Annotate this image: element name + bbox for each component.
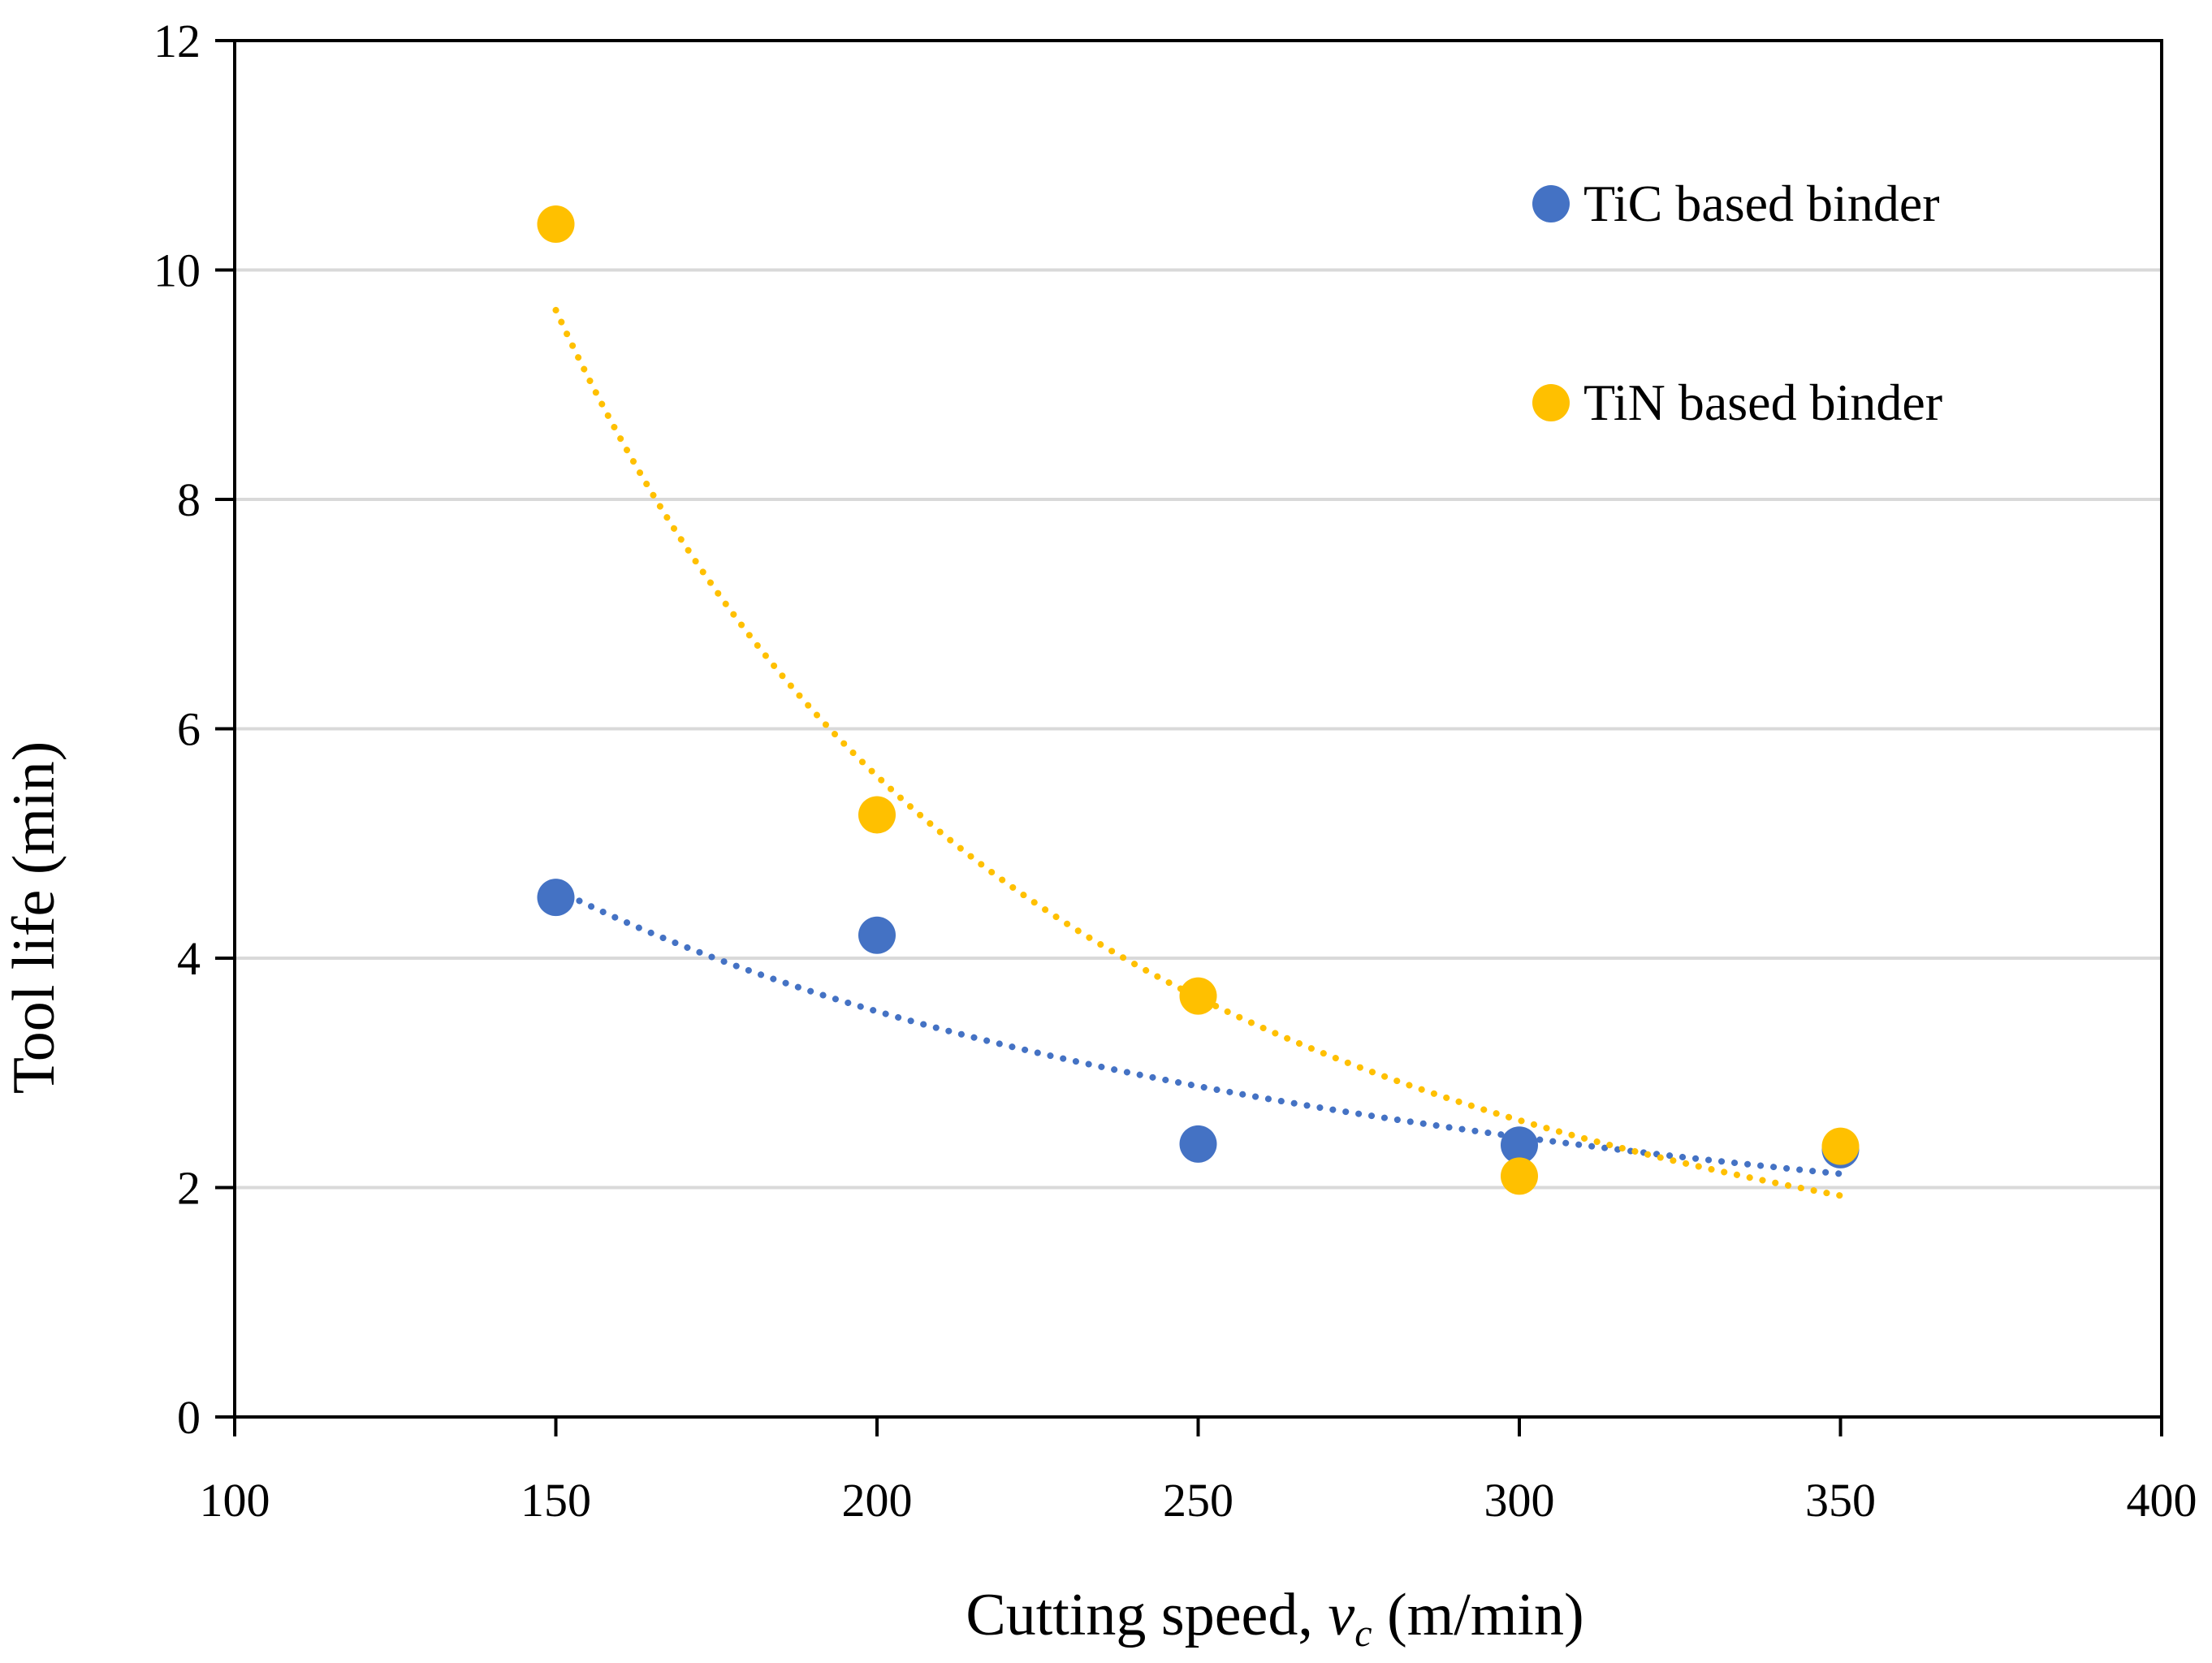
legend-marker-tic xyxy=(1532,185,1570,222)
x-tick-label-400: 400 xyxy=(2127,1474,2197,1527)
y-tick-label-4: 4 xyxy=(177,932,201,985)
x-tick-label-150: 150 xyxy=(521,1474,591,1527)
point-series-1-250 xyxy=(1179,977,1217,1015)
point-series-0-200 xyxy=(858,916,896,954)
y-tick-label-0: 0 xyxy=(177,1391,201,1444)
y-tick-label-12: 12 xyxy=(153,15,201,67)
point-series-0-150 xyxy=(537,879,575,917)
x-axis-title-subscript: c xyxy=(1354,1612,1372,1655)
axes xyxy=(215,39,2163,1436)
point-series-1-300 xyxy=(1501,1157,1538,1195)
x-tick-label-350: 350 xyxy=(1805,1474,1876,1527)
legend-label-tin: TiN based binder xyxy=(1583,374,1942,431)
legend-label-tic: TiC based binder xyxy=(1583,175,1940,232)
y-tick-label-6: 6 xyxy=(177,703,201,756)
point-series-1-200 xyxy=(858,796,896,834)
legend: TiC based binder TiN based binder xyxy=(1532,175,1942,431)
x-axis-title-prefix: Cutting speed, xyxy=(966,1582,1328,1648)
point-series-0-300 xyxy=(1501,1126,1538,1164)
x-tick-label-200: 200 xyxy=(842,1474,913,1527)
point-series-1-150 xyxy=(537,205,575,243)
legend-marker-tin xyxy=(1532,384,1570,421)
y-tick-label-8: 8 xyxy=(177,473,201,526)
y-axis-title: Tool life (min) xyxy=(1,741,67,1095)
x-axis-title-variable: v xyxy=(1328,1582,1354,1648)
x-tick-label-300: 300 xyxy=(1484,1474,1555,1527)
x-axis-title-suffix: (m/min) xyxy=(1372,1582,1584,1648)
point-series-1-350 xyxy=(1821,1127,1860,1165)
trendlines xyxy=(552,306,1844,1199)
x-tick-label-100: 100 xyxy=(200,1474,270,1527)
trendline-series-1 xyxy=(552,306,1844,1199)
y-tick-label-2: 2 xyxy=(177,1162,201,1215)
y-tick-label-10: 10 xyxy=(153,244,201,297)
x-axis-title: Cutting speed, vc (m/min) xyxy=(966,1582,1583,1655)
point-series-0-250 xyxy=(1179,1125,1217,1163)
x-tick-label-250: 250 xyxy=(1163,1474,1233,1527)
data-points xyxy=(537,205,1860,1195)
tick-labels: 0 2 4 6 8 10 12 100 150 200 250 300 350 400 xyxy=(153,15,2197,1527)
